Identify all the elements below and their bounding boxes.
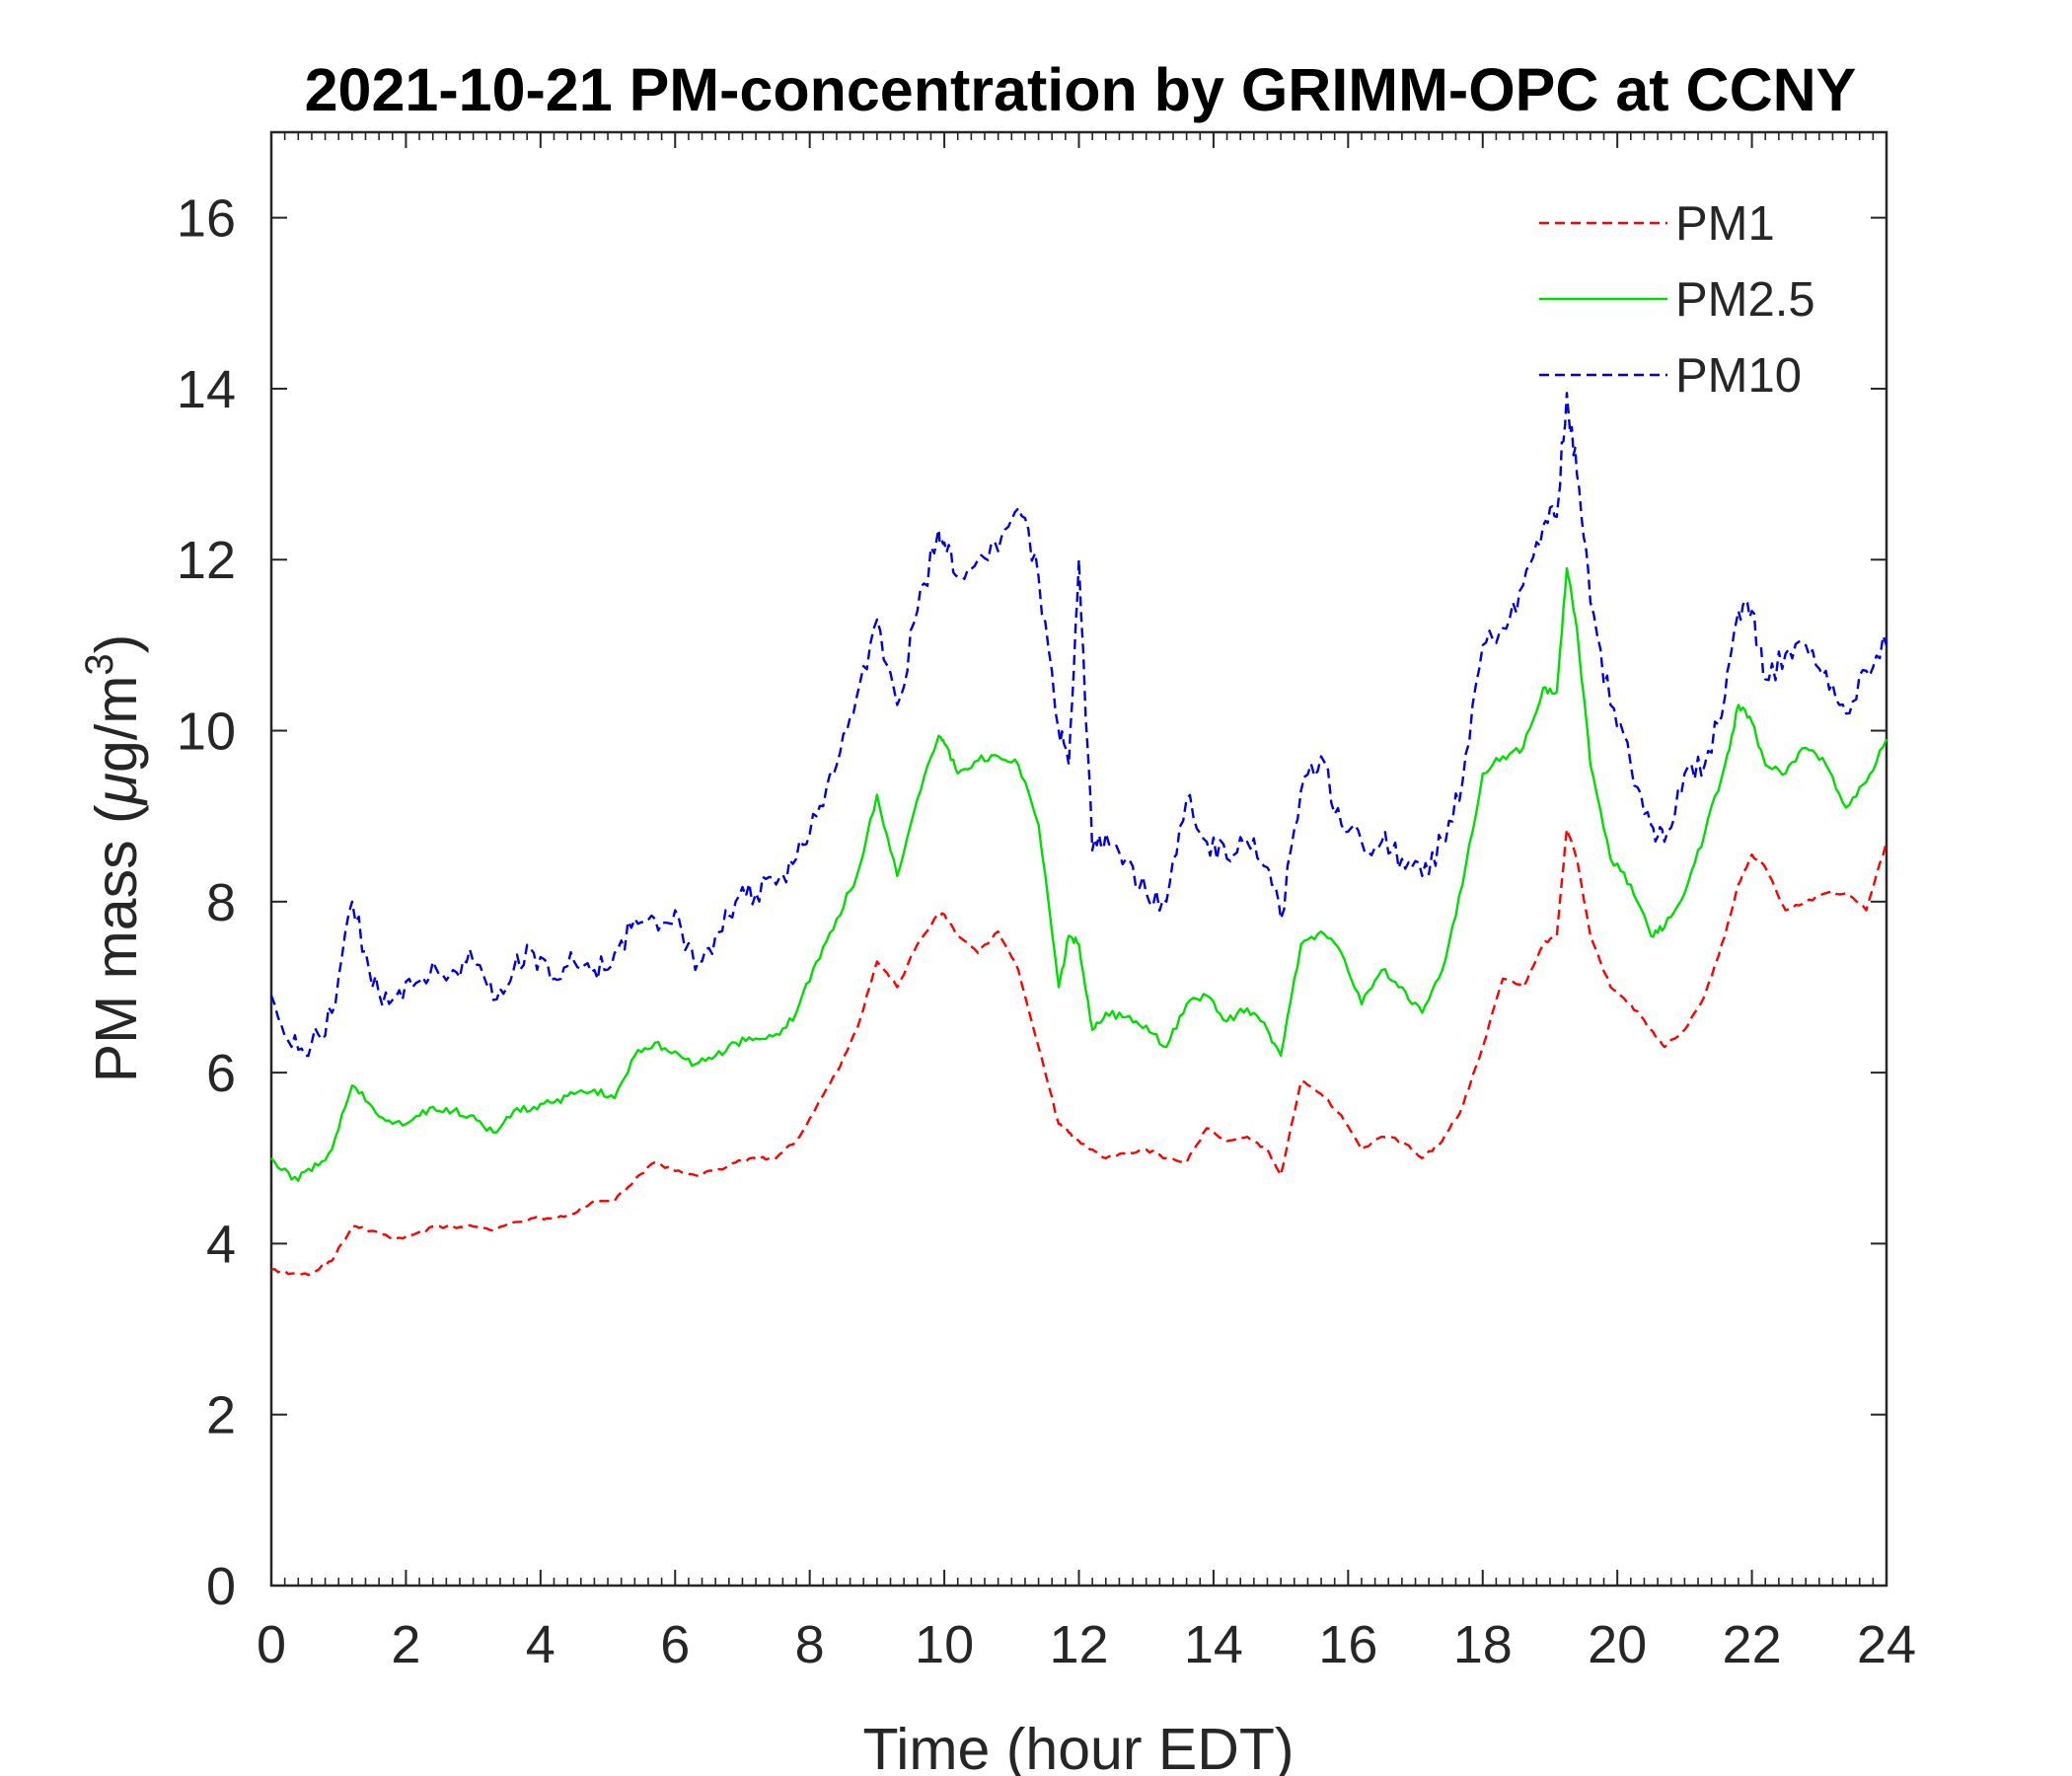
x-tick-label: 4	[526, 1615, 555, 1674]
x-axis-title: Time (hour EDT)	[862, 1717, 1294, 1776]
y-axis-title: PM mass (μg/m3)	[78, 634, 149, 1083]
x-tick-label: 16	[1318, 1615, 1377, 1674]
data-series	[269, 392, 1888, 1277]
x-tick-labels: 0 2 4 6 8 10 12 14 16 18 20 22 24	[257, 1615, 1916, 1674]
y-axis-title-exponent: 3	[78, 653, 121, 675]
y-tick-label: 16	[177, 189, 236, 249]
legend-label: PM10	[1675, 349, 1802, 403]
y-tick-label: 2	[206, 1386, 236, 1445]
x-tick-label: 2	[391, 1615, 420, 1674]
x-tick-label: 20	[1588, 1615, 1647, 1674]
legend-label: PM2.5	[1675, 273, 1815, 327]
x-tick-label: 0	[257, 1615, 286, 1674]
series-line-pm25	[270, 566, 1888, 1182]
y-tick-labels: 0 2 4 6 8 10 12 14 16	[177, 189, 236, 1616]
x-tick-label: 24	[1857, 1615, 1916, 1674]
x-tick-label: 18	[1453, 1615, 1513, 1674]
chart-title: 2021-10-21 PM-concentration by GRIMM-OPC…	[305, 56, 1857, 123]
x-tick-label: 8	[795, 1615, 825, 1674]
x-tick-label: 10	[915, 1615, 974, 1674]
y-tick-label: 14	[177, 360, 236, 419]
x-tick-label: 12	[1049, 1615, 1108, 1674]
x-tick-label: 22	[1723, 1615, 1782, 1674]
y-tick-label: 8	[206, 873, 236, 932]
y-axis-title-suffix: )	[84, 634, 149, 654]
x-tick-label: 6	[660, 1615, 690, 1674]
x-tick-label: 14	[1184, 1615, 1243, 1674]
series-line-pm10	[269, 392, 1888, 1058]
legend-label: PM1	[1675, 197, 1775, 251]
legend: PM1 PM2.5 PM10	[1539, 197, 1815, 403]
y-tick-label: 0	[206, 1557, 236, 1616]
series-line-pm1	[270, 828, 1888, 1277]
tick-marks	[270, 132, 1887, 1587]
y-tick-label: 12	[177, 531, 236, 590]
y-axis-title-unit: g/m	[84, 676, 149, 773]
y-axis-title-prefix: PM mass (	[84, 804, 149, 1082]
y-tick-label: 10	[177, 703, 236, 762]
y-tick-label: 4	[206, 1215, 236, 1274]
y-axis-title-mu: μ	[84, 773, 149, 806]
plot-area	[269, 130, 1888, 1588]
y-tick-label: 6	[206, 1044, 236, 1103]
